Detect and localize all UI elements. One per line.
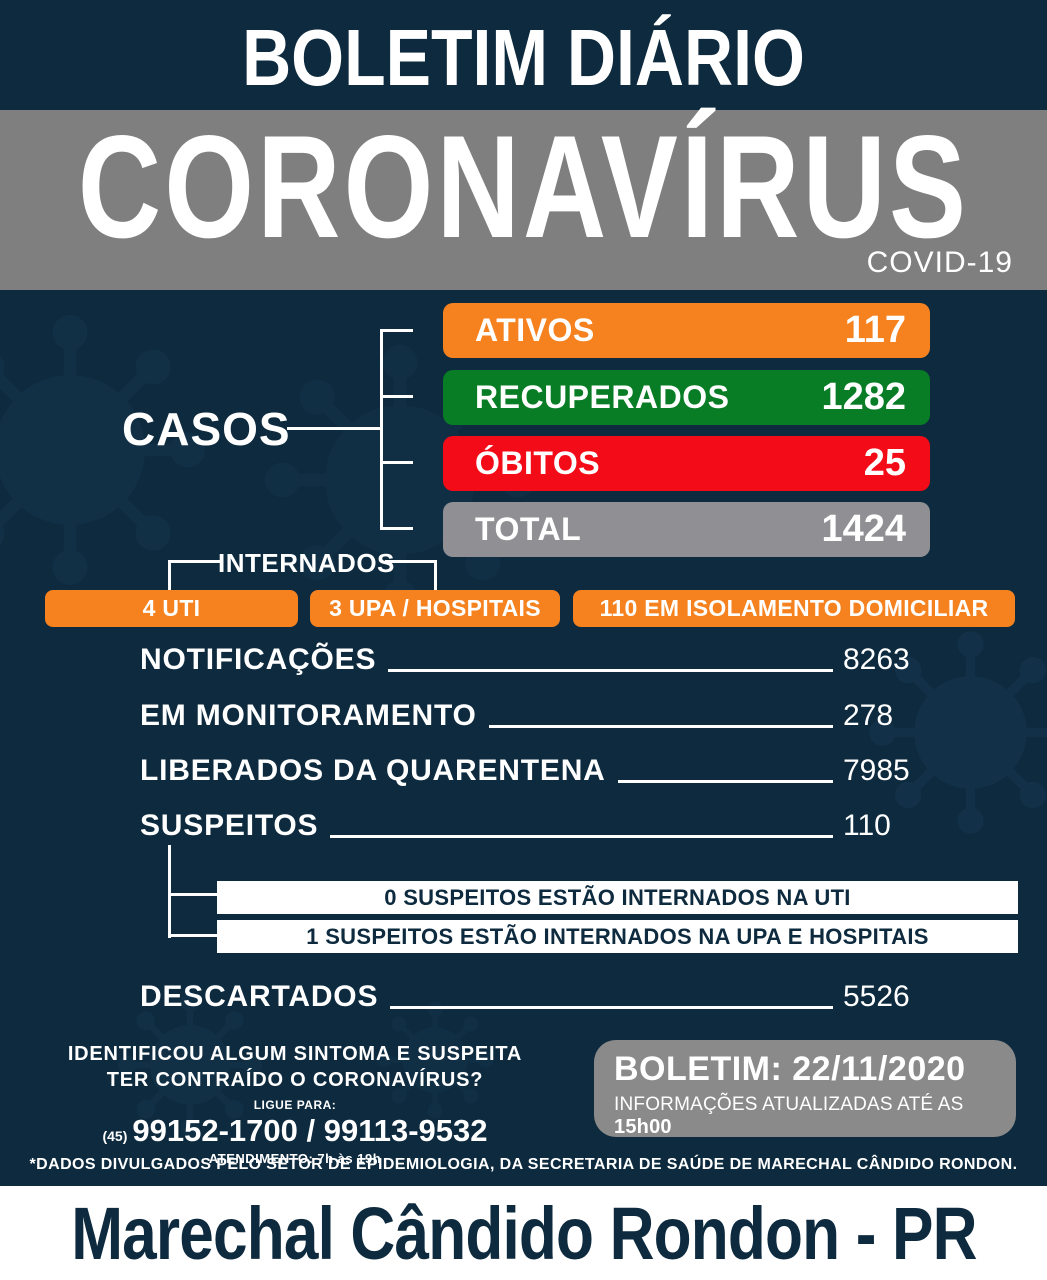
stat-row-value: 110 bbox=[843, 809, 891, 842]
internados-connector-line bbox=[168, 560, 220, 563]
suspeitos-connector-line bbox=[168, 845, 171, 938]
stat-bar-ativos: ATIVOS 117 bbox=[443, 303, 930, 358]
stat-bar-obitos: ÓBITOS 25 bbox=[443, 436, 930, 491]
leader-line bbox=[617, 780, 833, 783]
stat-row-suspeitos: SUSPEITOS 110 bbox=[140, 809, 915, 843]
stat-bar-value: 1282 bbox=[821, 376, 906, 418]
banner-band bbox=[0, 110, 1047, 290]
stat-row-value: 278 bbox=[843, 699, 894, 732]
internados-bar-label: 3 UPA / HOSPITAIS bbox=[329, 595, 541, 621]
stat-bar-label: RECUPERADOS bbox=[475, 379, 730, 415]
stat-bar-total: TOTAL 1424 bbox=[443, 502, 930, 557]
bulletin-update-info: INFORMAÇÕES ATUALIZADAS ATÉ AS 15h00 bbox=[614, 1094, 1016, 1139]
internados-bar-label: 110 EM ISOLAMENTO DOMICILIAR bbox=[599, 595, 989, 621]
banner-title: CORONAVÍRUS bbox=[77, 105, 970, 268]
footer-band: Marechal Cândido Rondon - PR bbox=[0, 1186, 1047, 1280]
contact-phone-numbers: (45) 99152-1700 / 99113-9532 bbox=[50, 1113, 540, 1149]
casos-connector-line bbox=[380, 527, 413, 530]
contact-phones: 99152-1700 / 99113-9532 bbox=[132, 1113, 488, 1148]
banner-subtitle: COVID-19 bbox=[866, 246, 1013, 279]
contact-hours: ATENDIMENTO: 7h às 19h bbox=[208, 1151, 382, 1166]
casos-connector-line bbox=[380, 329, 383, 530]
leader-line bbox=[390, 1006, 833, 1009]
suspeitos-connector-line bbox=[168, 893, 220, 896]
casos-connector-line bbox=[380, 395, 413, 398]
contact-area-code: (45) bbox=[102, 1128, 128, 1144]
leader-line bbox=[330, 835, 833, 838]
stat-bar-value: 117 bbox=[844, 309, 906, 351]
internados-connector-line bbox=[385, 560, 437, 563]
leader-line bbox=[488, 725, 833, 728]
casos-connector-line bbox=[380, 329, 413, 332]
bulletin-date: BOLETIM: 22/11/2020 bbox=[614, 1050, 966, 1088]
stat-bar-value: 1424 bbox=[821, 508, 906, 550]
internados-connector-line bbox=[168, 560, 171, 592]
internados-bar-isolamento: 110 EM ISOLAMENTO DOMICILIAR bbox=[573, 590, 1015, 627]
contact-block: IDENTIFICOU ALGUM SINTOMA E SUSPEITA TER… bbox=[50, 1043, 540, 1166]
stat-row-label: SUSPEITOS bbox=[140, 809, 319, 842]
internados-label: INTERNADOS bbox=[218, 548, 395, 578]
stat-row-label: LIBERADOS DA QUARENTENA bbox=[140, 754, 606, 787]
stat-row-label: NOTIFICAÇÕES bbox=[140, 643, 377, 676]
contact-question-line1: IDENTIFICOU ALGUM SINTOMA E SUSPEITA bbox=[67, 1043, 523, 1065]
internados-bar-uti: 4 UTI bbox=[45, 590, 298, 627]
city-name: Marechal Cândido Rondon - PR bbox=[70, 1191, 977, 1275]
stat-row-value: 5526 bbox=[843, 980, 910, 1013]
page-title: BOLETIM DIÁRIO bbox=[242, 13, 805, 102]
suspeitos-connector-line bbox=[168, 934, 220, 937]
bulletin-update-time: 15h00 bbox=[614, 1116, 672, 1138]
stat-row-label: DESCARTADOS bbox=[140, 980, 379, 1013]
suspeitos-detail-bar-upa: 1 SUSPEITOS ESTÃO INTERNADOS NA UPA E HO… bbox=[217, 920, 1018, 953]
internados-bar-label: 4 UTI bbox=[142, 595, 201, 621]
stat-row-label: EM MONITORAMENTO bbox=[140, 699, 477, 732]
stat-row-notificacoes: NOTIFICAÇÕES 8263 bbox=[140, 643, 915, 677]
stat-row-value: 7985 bbox=[843, 754, 910, 787]
stat-row-descartados: DESCARTADOS 5526 bbox=[140, 980, 915, 1014]
stat-bar-recuperados: RECUPERADOS 1282 bbox=[443, 370, 930, 425]
stat-row-liberados: LIBERADOS DA QUARENTENA 7985 bbox=[140, 754, 915, 788]
leader-line bbox=[388, 669, 833, 672]
stat-bar-label: TOTAL bbox=[475, 511, 582, 547]
casos-connector-line bbox=[287, 427, 381, 430]
stat-bar-label: ÓBITOS bbox=[475, 445, 601, 481]
suspeitos-detail-text: 0 SUSPEITOS ESTÃO INTERNADOS NA UTI bbox=[384, 884, 851, 910]
internados-bar-upa: 3 UPA / HOSPITAIS bbox=[310, 590, 560, 627]
suspeitos-detail-bar-uti: 0 SUSPEITOS ESTÃO INTERNADOS NA UTI bbox=[217, 881, 1018, 914]
stat-row-value: 8263 bbox=[843, 643, 910, 676]
suspeitos-detail-text: 1 SUSPEITOS ESTÃO INTERNADOS NA UPA E HO… bbox=[306, 923, 929, 949]
footnote: *DADOS DIVULGADOS PELO SETOR DE EPIDEMIO… bbox=[29, 1156, 1018, 1173]
contact-question-line2: TER CONTRAÍDO O CORONAVÍRUS? bbox=[106, 1069, 484, 1091]
stat-bar-value: 25 bbox=[863, 442, 906, 484]
stat-bar-label: ATIVOS bbox=[475, 312, 595, 348]
contact-call-label: LIGUE PARA: bbox=[253, 1098, 337, 1112]
casos-connector-line bbox=[380, 461, 413, 464]
bulletin-date-box: BOLETIM: 22/11/2020 INFORMAÇÕES ATUALIZA… bbox=[594, 1040, 1016, 1139]
internados-connector-line bbox=[434, 560, 437, 592]
stat-row-monitoramento: EM MONITORAMENTO 278 bbox=[140, 699, 915, 733]
bulletin-update-prefix: INFORMAÇÕES ATUALIZADAS ATÉ AS bbox=[614, 1094, 964, 1115]
casos-label: CASOS bbox=[122, 403, 291, 455]
